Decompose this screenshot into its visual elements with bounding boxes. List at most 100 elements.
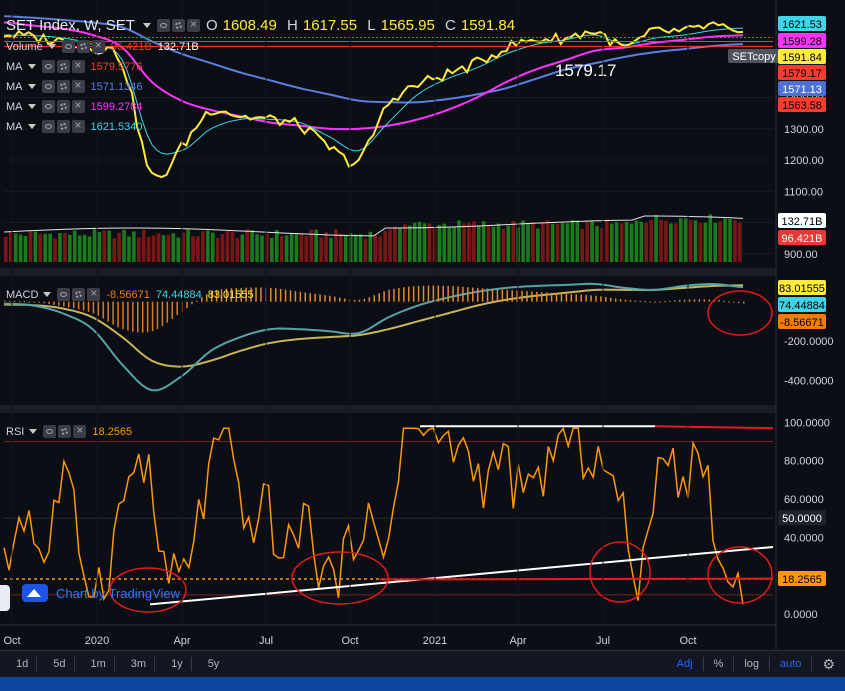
timeframe-1y[interactable]: 1y — [171, 658, 183, 670]
gear-icon[interactable] — [171, 19, 185, 32]
macd-histogram-bar — [166, 301, 169, 323]
volume-bar — [541, 222, 545, 262]
rsi-axis-tag-text: 50.0000 — [782, 513, 822, 525]
macd-histogram-bar — [452, 286, 454, 302]
macd-histogram-bar — [319, 294, 321, 302]
volume-bar — [309, 229, 314, 262]
auto-toggle[interactable]: auto — [780, 658, 802, 670]
tradingview-watermark[interactable]: Chart by TradingView — [22, 584, 180, 602]
volume-bar — [324, 232, 328, 262]
macd-histogram-bar — [284, 289, 287, 302]
volume-bar — [117, 232, 121, 262]
gear-icon[interactable] — [76, 40, 90, 53]
timeframe-3m[interactable]: 3m — [130, 658, 147, 670]
close-icon[interactable] — [71, 118, 85, 133]
macd-histogram-bar — [708, 299, 711, 302]
symbol-title[interactable]: SET Index, W, SET — [6, 17, 135, 34]
macd-histogram-bar — [664, 301, 666, 303]
close-icon[interactable] — [71, 78, 85, 93]
time-tick-label: 2020 — [85, 635, 109, 647]
log-toggle[interactable]: log — [744, 658, 760, 670]
left-panel-toggle[interactable] — [0, 585, 10, 611]
volume-bar — [481, 221, 486, 262]
macd-legend: MACD -8.56671 74.44884 83.01555 — [6, 286, 254, 301]
close-icon[interactable] — [91, 38, 105, 53]
macd-histogram-bar — [496, 289, 499, 302]
macd-histogram-bar — [127, 301, 129, 331]
macd-histogram-bar — [688, 299, 691, 302]
macd-histogram-bar — [531, 291, 533, 302]
close-icon[interactable] — [71, 58, 85, 73]
timeframe-1d[interactable]: 1d — [16, 658, 29, 670]
timeframe-1m[interactable]: 1m — [90, 658, 106, 670]
gear-icon[interactable] — [58, 425, 72, 438]
close-icon[interactable] — [71, 98, 85, 113]
macd-histogram-bar — [324, 295, 326, 302]
rsi-label[interactable]: RSI — [6, 426, 38, 438]
symbol-menu-caret-icon[interactable] — [142, 23, 151, 28]
macd-histogram-bar — [678, 299, 681, 302]
ma-label[interactable]: MA — [6, 61, 36, 73]
ma-label[interactable]: MA — [6, 121, 36, 133]
macd-histogram-bar — [117, 301, 119, 328]
macd-histogram-bar — [373, 295, 375, 302]
eye-icon[interactable] — [41, 100, 55, 113]
macd-histogram-bar — [363, 298, 366, 302]
volume-bar — [501, 228, 506, 262]
time-tick-label: Jul — [596, 635, 610, 647]
percent-toggle[interactable]: % — [713, 658, 724, 670]
rsi-support-red-line — [379, 577, 774, 581]
volume-bar — [595, 226, 599, 262]
ma-label[interactable]: MA — [6, 101, 36, 113]
adj-toggle[interactable]: Adj — [676, 658, 693, 670]
timeframe-5d[interactable]: 5d — [53, 658, 66, 670]
macd-histogram-bar — [23, 301, 26, 303]
settings-gear-icon[interactable]: ⚙ — [822, 655, 835, 672]
eye-icon[interactable] — [41, 80, 55, 93]
rsi-axis-tag — [778, 571, 826, 587]
gear-icon[interactable] — [72, 288, 86, 301]
price-axis-tag-text: 1621.53 — [782, 19, 822, 31]
volume-bar — [196, 236, 200, 262]
volume-bar — [388, 229, 392, 262]
macd-histogram-bar — [565, 293, 568, 302]
macd-histogram-bar — [639, 301, 642, 303]
volume-bar — [462, 223, 466, 262]
price-tick-label: 1300.00 — [784, 124, 824, 136]
eye-icon[interactable] — [41, 60, 55, 73]
volume-bar — [18, 234, 23, 262]
macd-histogram-bar — [294, 291, 297, 302]
pane-separator — [0, 405, 776, 413]
volume-bar — [407, 225, 412, 262]
volume-label[interactable]: Volume — [6, 41, 56, 53]
close-icon[interactable] — [73, 423, 87, 438]
macd-label[interactable]: MACD — [6, 289, 52, 301]
gear-icon[interactable] — [56, 60, 70, 73]
macd-histogram-bar — [698, 299, 701, 302]
gear-icon[interactable] — [56, 120, 70, 133]
macd-histogram-bar — [68, 301, 70, 308]
macd-signal-value: 83.01555 — [207, 288, 254, 301]
close-icon[interactable] — [186, 17, 200, 32]
timeframe-5y[interactable]: 5y — [207, 658, 220, 670]
eye-icon[interactable] — [61, 40, 75, 53]
eye-icon[interactable] — [156, 19, 170, 32]
volume-bar — [486, 224, 491, 262]
volume-bar — [432, 227, 437, 262]
volume-bar — [398, 228, 402, 262]
volume-bar — [72, 230, 77, 262]
macd-histogram-bar — [393, 288, 395, 302]
rsi-axis-tag — [778, 510, 826, 526]
eye-icon[interactable] — [57, 288, 71, 301]
close-icon[interactable] — [87, 286, 101, 301]
macd-histogram-bar — [674, 300, 676, 302]
ma-label[interactable]: MA — [6, 81, 36, 93]
eye-icon[interactable] — [43, 425, 57, 438]
eye-icon[interactable] — [41, 120, 55, 133]
gear-icon[interactable] — [56, 100, 70, 113]
gear-icon[interactable] — [56, 80, 70, 93]
rsi-tick-label: 100.0000 — [784, 417, 830, 429]
volume-bar — [137, 237, 141, 262]
macd-histogram-bar — [472, 287, 474, 302]
